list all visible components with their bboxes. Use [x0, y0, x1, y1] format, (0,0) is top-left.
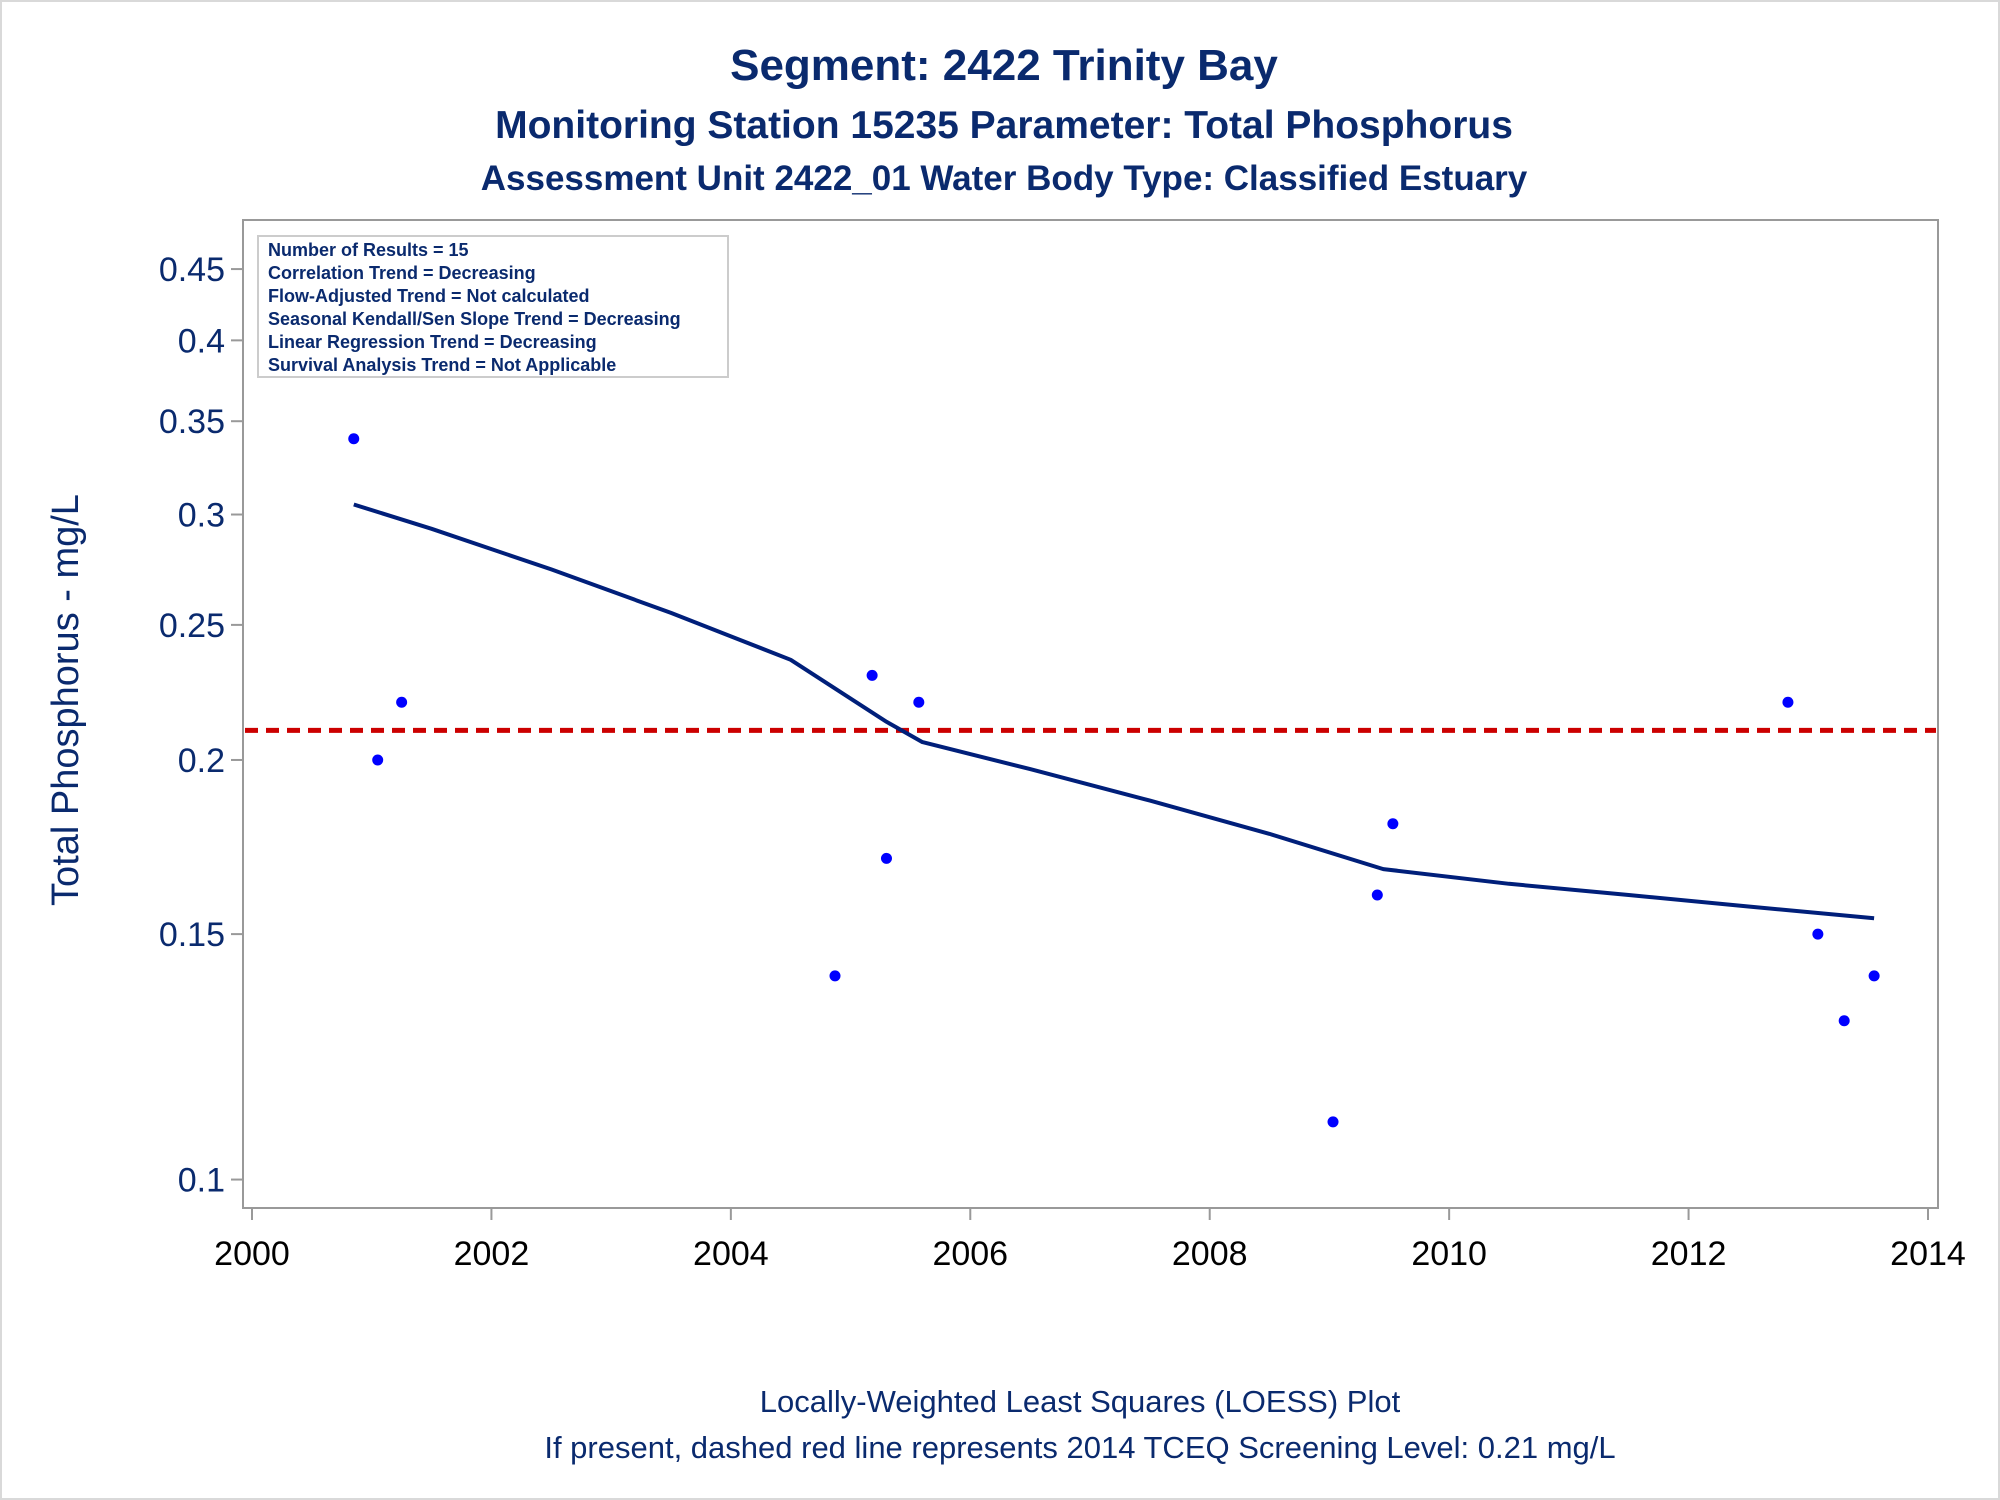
data-point	[1387, 818, 1399, 830]
stats-line-6: Survival Analysis Trend = Not Applicable	[268, 355, 616, 375]
stats-line-5: Linear Regression Trend = Decreasing	[268, 332, 597, 352]
chart-title: Segment: 2422 Trinity Bay	[730, 41, 1278, 90]
y-tick-label: 0.25	[159, 607, 225, 645]
chart-subtitle: Monitoring Station 15235 Parameter: Tota…	[495, 104, 1513, 147]
x-tick-label: 2000	[214, 1235, 290, 1273]
stats-line-4: Seasonal Kendall/Sen Slope Trend = Decre…	[268, 309, 681, 329]
data-point	[1812, 928, 1824, 940]
y-tick-label: 0.3	[178, 497, 225, 535]
footnote-1: Locally-Weighted Least Squares (LOESS) P…	[760, 1384, 1401, 1419]
y-tick-label: 0.1	[178, 1162, 225, 1200]
data-point	[396, 696, 408, 708]
x-tick-label: 2014	[1890, 1235, 1966, 1273]
data-point	[866, 669, 878, 681]
stats-box-border	[257, 235, 729, 378]
data-point	[372, 754, 384, 766]
y-tick-label: 0.35	[159, 403, 225, 441]
data-point	[913, 696, 925, 708]
x-tick-label: 2010	[1411, 1235, 1487, 1273]
x-tick-label: 2006	[932, 1235, 1008, 1273]
y-tick-label: 0.45	[159, 251, 225, 289]
y-tick-label: 0.15	[159, 916, 225, 954]
data-point	[1371, 889, 1383, 901]
plot-area	[242, 219, 1939, 1209]
x-tick-label: 2002	[454, 1235, 530, 1273]
stats-line-3: Flow-Adjusted Trend = Not calculated	[268, 286, 590, 306]
data-point	[348, 433, 360, 445]
stats-box: Number of Results = 15 Correlation Trend…	[257, 235, 729, 378]
x-tick-label: 2012	[1651, 1235, 1727, 1273]
loess-line	[353, 502, 1875, 921]
y-axis-label: Total Phosphorus - mg/L	[45, 494, 87, 906]
stats-line-1: Number of Results = 15	[268, 240, 469, 260]
data-point	[880, 852, 892, 864]
data-point	[1782, 696, 1794, 708]
y-tick-label: 0.4	[178, 322, 225, 360]
footnote-2: If present, dashed red line represents 2…	[544, 1430, 1615, 1465]
data-point	[1327, 1116, 1339, 1128]
chart-subtitle-2: Assessment Unit 2422_01 Water Body Type:…	[481, 159, 1528, 198]
data-point	[1868, 970, 1880, 982]
y-tick-label: 0.2	[178, 742, 225, 780]
x-tick-label: 2004	[693, 1235, 769, 1273]
data-point	[829, 970, 841, 982]
x-tick-label: 2008	[1172, 1235, 1248, 1273]
stats-line-2: Correlation Trend = Decreasing	[268, 263, 536, 283]
data-point	[1838, 1015, 1850, 1027]
